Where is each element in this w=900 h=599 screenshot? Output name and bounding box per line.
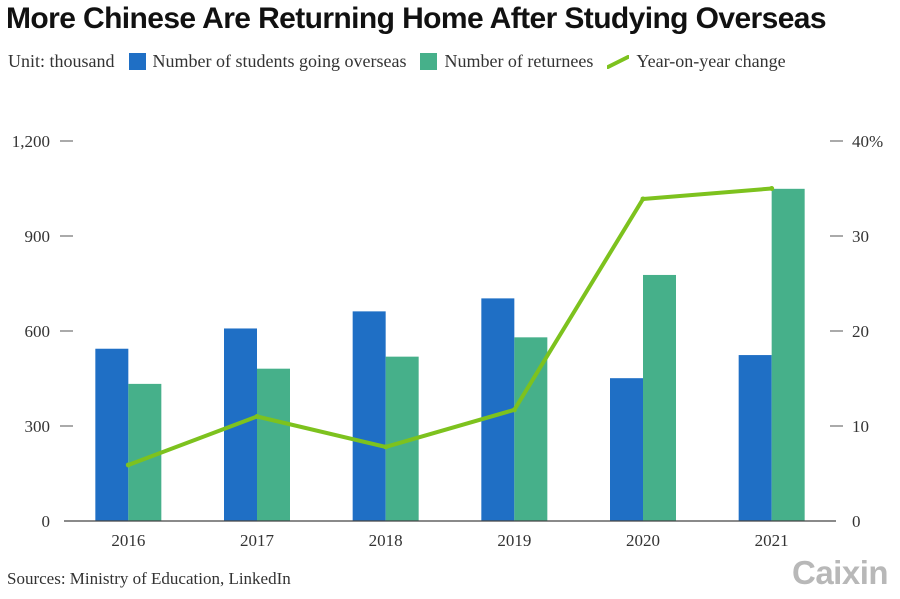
- bar-outbound-2020: [610, 378, 643, 521]
- y-right-tick-label: 20: [852, 322, 869, 341]
- legend-item-yoy: Year-on-year change: [607, 51, 786, 72]
- y-right-tick-label: 40%: [852, 132, 883, 151]
- bar-returnees-2016: [128, 383, 162, 521]
- x-tick-label-2019: 2019: [497, 531, 531, 550]
- legend-swatch-outbound: [128, 53, 146, 70]
- y-left-tick-label: 900: [25, 227, 51, 246]
- legend-item-returnees: Number of returnees: [420, 51, 593, 72]
- legend-label-yoy: Year-on-year change: [636, 51, 786, 71]
- legend-label-returnees: Number of returnees: [444, 51, 594, 71]
- bar-outbound-2018: [352, 311, 386, 521]
- y-right-tick-label: 10: [852, 417, 869, 436]
- bar-outbound-2016: [95, 348, 129, 521]
- legend-label-outbound: Number of students going overseas: [152, 51, 407, 71]
- yoy-line: [126, 186, 774, 467]
- bar-returnees-2021: [771, 188, 805, 522]
- x-tick-label-2020: 2020: [626, 531, 660, 550]
- y-right-tick-label: 30: [852, 227, 869, 246]
- legend: Unit: thousand Number of students going …: [8, 51, 800, 72]
- yoy-point-2020: [640, 196, 646, 202]
- bar-returnees-2020: [643, 274, 676, 521]
- x-tick-label-2017: 2017: [240, 531, 275, 550]
- chart-title: More Chinese Are Returning Home After St…: [6, 2, 827, 35]
- y-left-tick-label: 300: [25, 417, 51, 436]
- legend-swatch-yoy: [607, 54, 630, 69]
- y-left-tick-label: 600: [25, 322, 51, 341]
- source-note: Sources: Ministry of Education, LinkedIn: [7, 569, 291, 588]
- x-tick-label-2016: 2016: [111, 531, 145, 550]
- yoy-point-2021: [769, 186, 775, 191]
- x-tick-label-2021: 2021: [755, 531, 789, 550]
- legend-item-outbound: Number of students going overseas: [128, 51, 407, 72]
- yoy-point-2019: [511, 407, 517, 413]
- caixin-logo: Caixin: [792, 554, 889, 591]
- bar-outbound-2021: [738, 355, 772, 521]
- bar-returnees-2017: [257, 368, 290, 521]
- x-tick-label-2018: 2018: [369, 531, 403, 550]
- yoy-point-2016: [125, 462, 131, 468]
- legend-swatch-returnees: [420, 53, 438, 70]
- yoy-point-2018: [383, 444, 389, 450]
- y-left-tick-label: 1,200: [12, 132, 50, 151]
- y-left-tick-label: 0: [42, 512, 51, 531]
- unit-label: Unit: thousand: [8, 51, 115, 71]
- y-right-tick-label: 0: [852, 512, 861, 531]
- yoy-point-2017: [254, 414, 260, 419]
